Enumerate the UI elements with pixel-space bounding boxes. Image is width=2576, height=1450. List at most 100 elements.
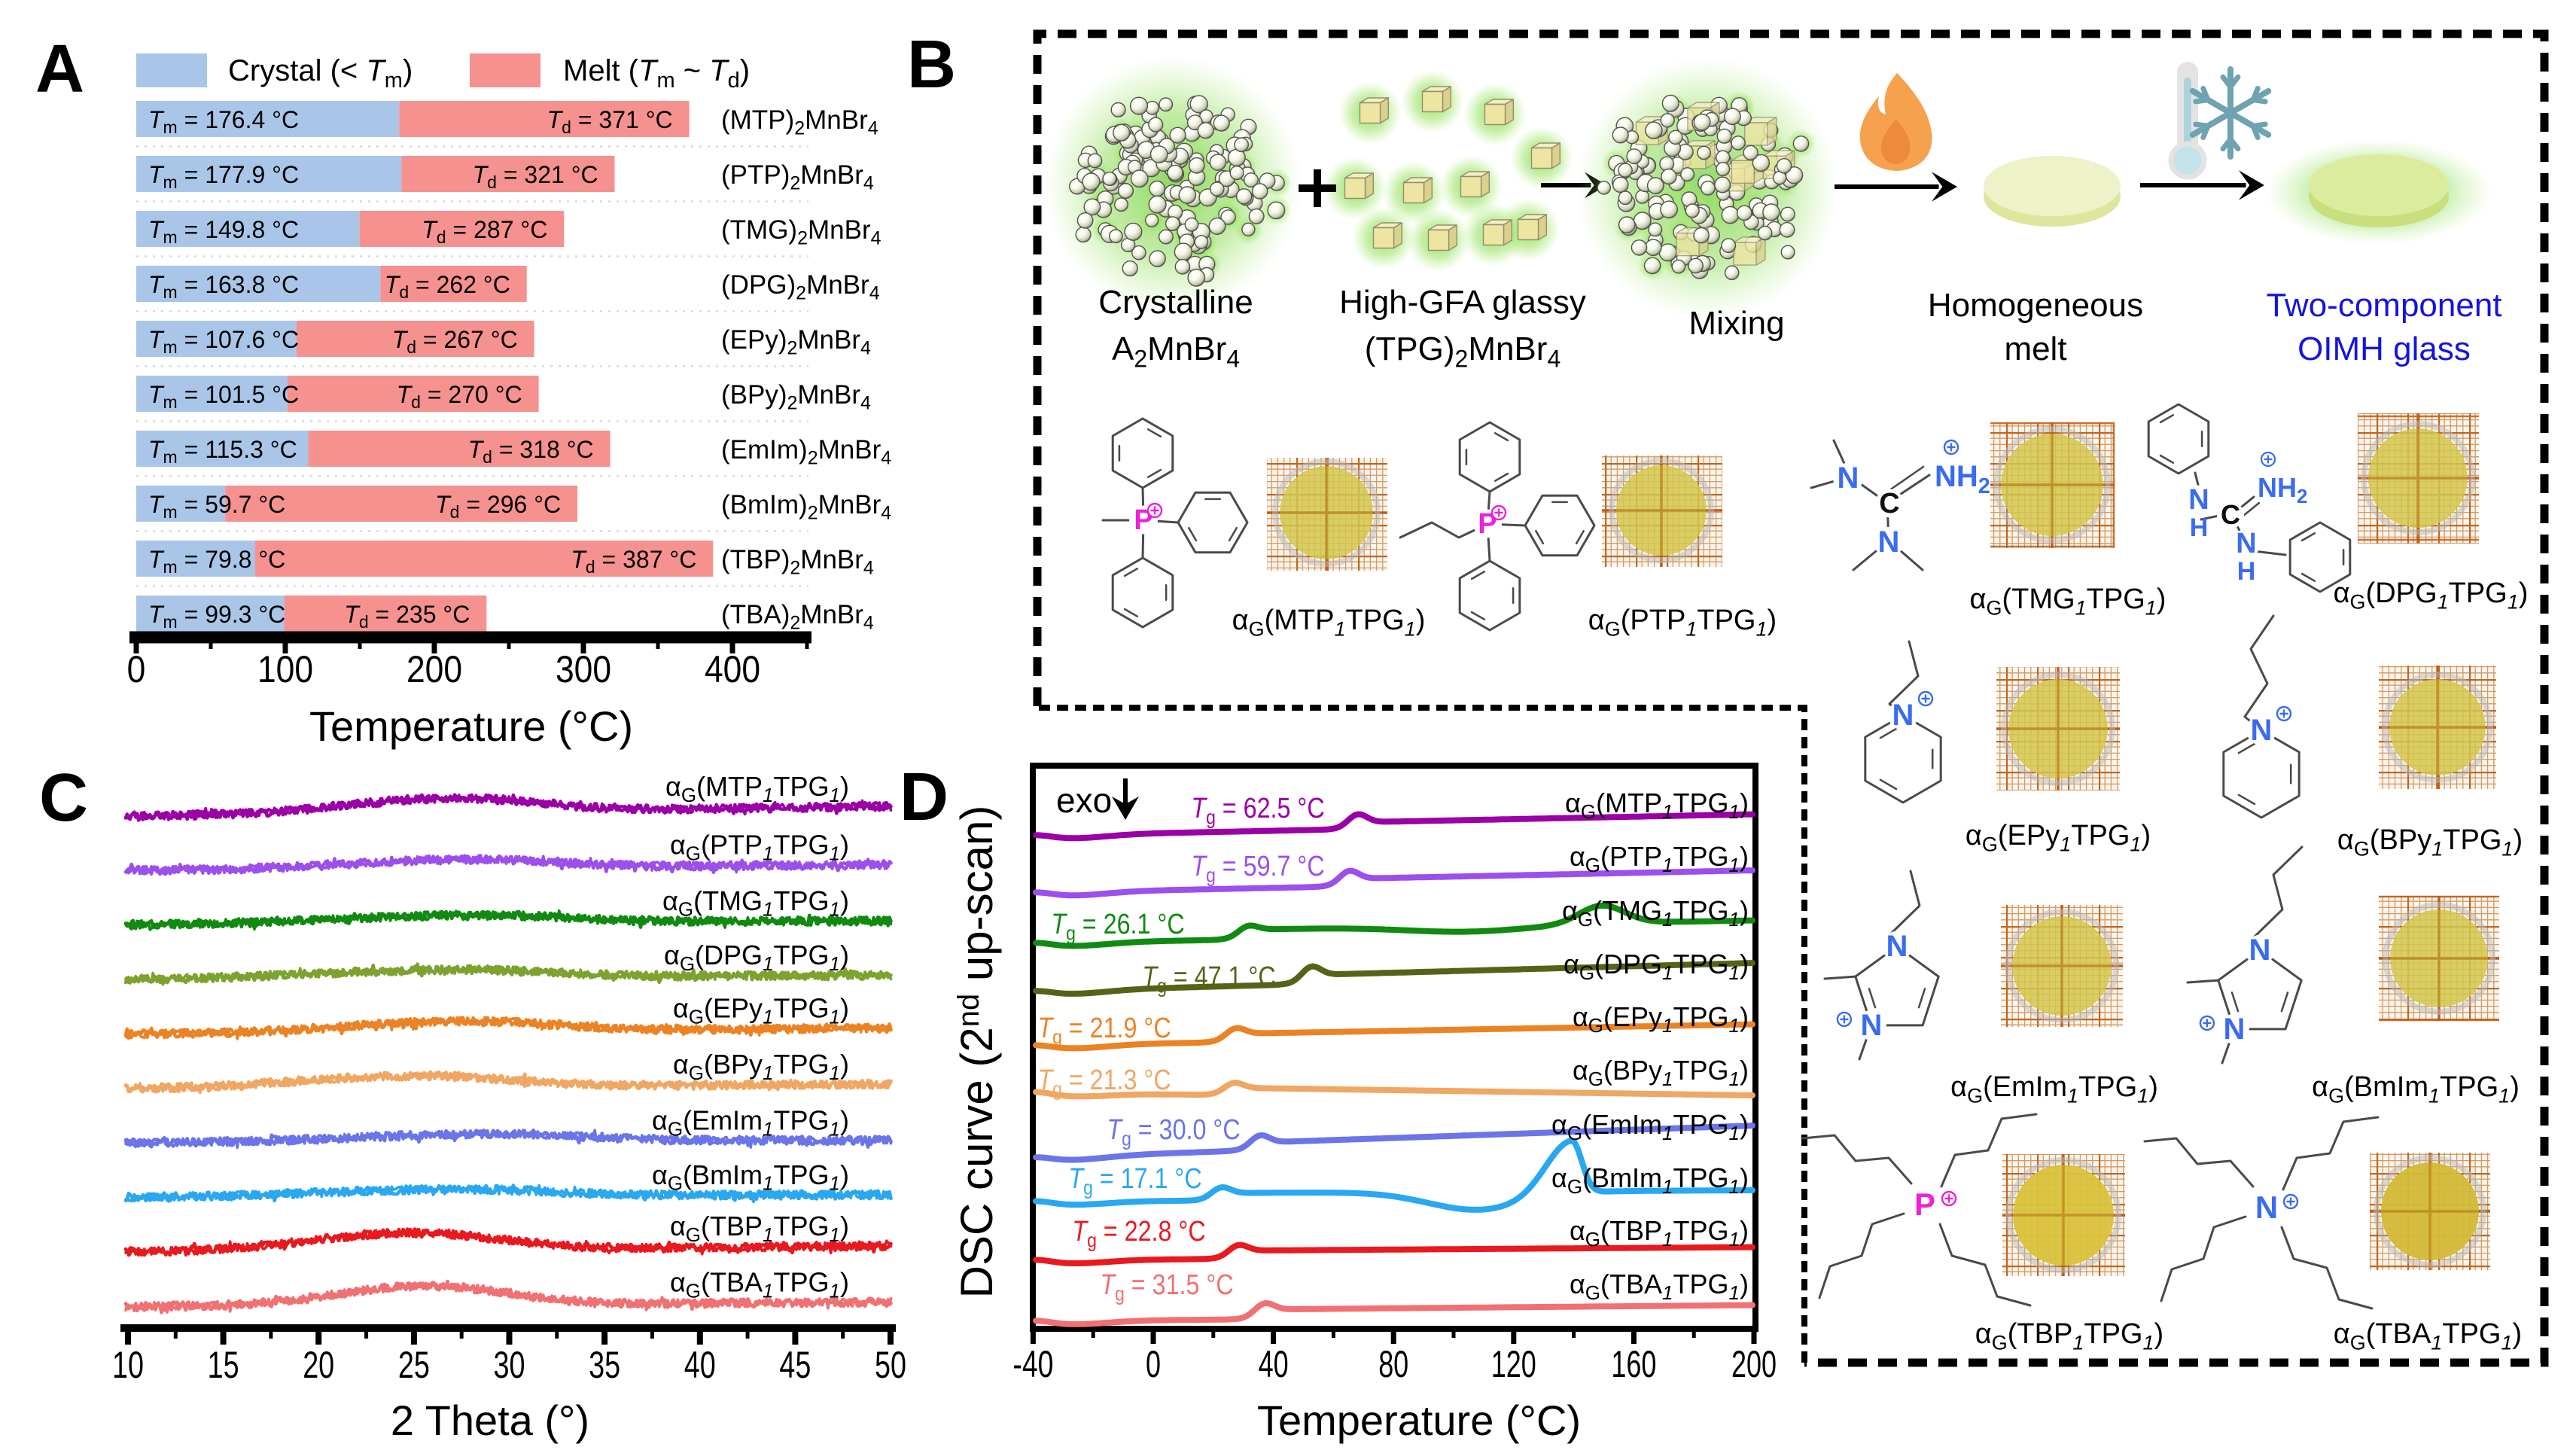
- svg-text:D: D: [900, 760, 948, 835]
- svg-text:N: N: [2249, 934, 2271, 967]
- svg-text:A2MnBr4: A2MnBr4: [1112, 331, 1240, 373]
- svg-text:N: N: [2236, 528, 2256, 559]
- svg-text:Tg = 62.5 °C: Tg = 62.5 °C: [1191, 793, 1324, 829]
- svg-text:100: 100: [257, 648, 313, 690]
- svg-text:Td = 270 °C: Td = 270 °C: [397, 381, 522, 412]
- svg-text:(PTP)2MnBr4: (PTP)2MnBr4: [721, 160, 874, 194]
- svg-text:Mixing: Mixing: [1688, 305, 1784, 342]
- svg-text:(DPG)2MnBr4: (DPG)2MnBr4: [721, 270, 880, 304]
- svg-text:Two-component: Two-component: [2266, 287, 2501, 324]
- svg-text:40: 40: [1259, 1343, 1289, 1385]
- svg-text:Tm = 59.7 °C: Tm = 59.7 °C: [148, 491, 285, 522]
- svg-text:H: H: [2190, 513, 2209, 542]
- svg-text:40: 40: [684, 1344, 716, 1386]
- svg-text:αG(EPy1TPG1): αG(EPy1TPG1): [1965, 820, 2151, 855]
- svg-text:(TBP)2MnBr4: (TBP)2MnBr4: [721, 545, 874, 579]
- svg-text:Tm = 79.8 °C: Tm = 79.8 °C: [148, 546, 285, 577]
- svg-text:Td = 321 °C: Td = 321 °C: [473, 161, 598, 192]
- svg-text:Td = 296 °C: Td = 296 °C: [435, 491, 561, 522]
- svg-text:Tm = 101.5 °C: Tm = 101.5 °C: [148, 381, 299, 412]
- svg-text:(EmIm)2MnBr4: (EmIm)2MnBr4: [721, 435, 891, 469]
- svg-text:Tm = 99.3 °C: Tm = 99.3 °C: [148, 601, 285, 632]
- svg-text:(MTP)2MnBr4: (MTP)2MnBr4: [721, 105, 878, 139]
- svg-text:Td = 287 °C: Td = 287 °C: [422, 216, 547, 247]
- svg-text:P: P: [1914, 1187, 1935, 1222]
- svg-text:αG(MTP1TPG1): αG(MTP1TPG1): [1565, 787, 1749, 823]
- svg-text:αG(TBA1TPG1): αG(TBA1TPG1): [2334, 1318, 2522, 1354]
- svg-text:C: C: [1879, 488, 1899, 519]
- svg-text:Temperature (°C): Temperature (°C): [1257, 1397, 1581, 1444]
- svg-text:Td = 235 °C: Td = 235 °C: [344, 601, 470, 632]
- svg-text:Tm = 115.3 °C: Tm = 115.3 °C: [148, 436, 297, 467]
- svg-text:50: 50: [875, 1344, 906, 1386]
- svg-text:Td = 387 °C: Td = 387 °C: [571, 546, 696, 577]
- svg-text:30: 30: [494, 1344, 525, 1386]
- svg-text:Tg = 26.1 °C: Tg = 26.1 °C: [1051, 909, 1184, 945]
- svg-text:(EPy)2MnBr4: (EPy)2MnBr4: [721, 325, 871, 359]
- svg-text:αG(TMG1TPG1): αG(TMG1TPG1): [662, 885, 849, 921]
- svg-text:(BPy)2MnBr4: (BPy)2MnBr4: [721, 380, 871, 414]
- svg-text:αG(PTP1TPG1): αG(PTP1TPG1): [1588, 605, 1777, 640]
- svg-text:35: 35: [589, 1344, 620, 1386]
- svg-text:300: 300: [556, 648, 611, 690]
- svg-text:C: C: [2221, 499, 2240, 530]
- svg-text:Tg = 47.1 °C: Tg = 47.1 °C: [1142, 961, 1275, 998]
- svg-text:25: 25: [398, 1344, 430, 1386]
- svg-text:αG(BPy1TPG1): αG(BPy1TPG1): [673, 1049, 849, 1084]
- svg-text:Tg = 17.1 °C: Tg = 17.1 °C: [1068, 1163, 1201, 1199]
- svg-text:NH2: NH2: [2258, 472, 2307, 507]
- svg-text:0: 0: [1146, 1343, 1161, 1385]
- svg-text:10: 10: [112, 1344, 144, 1386]
- svg-text:B: B: [907, 27, 956, 102]
- svg-text:N: N: [1878, 525, 1900, 559]
- svg-text:αG(BPy1TPG1): αG(BPy1TPG1): [2337, 824, 2523, 860]
- svg-text:Td = 371 °C: Td = 371 °C: [547, 106, 673, 137]
- svg-text:melt: melt: [2004, 331, 2066, 367]
- svg-text:αG(TBA1TPG1): αG(TBA1TPG1): [1570, 1269, 1749, 1304]
- svg-text:N: N: [2255, 1190, 2278, 1225]
- svg-text:αG(MTP1TPG1): αG(MTP1TPG1): [665, 771, 849, 806]
- svg-text:N: N: [1886, 930, 1908, 963]
- svg-text:(TPG)2MnBr4: (TPG)2MnBr4: [1365, 331, 1561, 373]
- svg-text:C: C: [39, 760, 88, 836]
- svg-text:αG(TBP1TPG1): αG(TBP1TPG1): [1570, 1215, 1749, 1250]
- svg-text:Tm = 177.9 °C: Tm = 177.9 °C: [148, 161, 299, 192]
- svg-text:Crystal (< Tm): Crystal (< Tm): [228, 54, 413, 93]
- svg-text:200: 200: [1731, 1343, 1777, 1385]
- svg-text:αG(EPy1TPG1): αG(EPy1TPG1): [673, 993, 849, 1028]
- svg-text:A: A: [35, 32, 84, 107]
- svg-text:(BmIm)2MnBr4: (BmIm)2MnBr4: [721, 490, 891, 524]
- svg-text:Td = 267 °C: Td = 267 °C: [392, 326, 518, 357]
- svg-text:Td = 318 °C: Td = 318 °C: [468, 436, 594, 467]
- svg-text:αG(TMG1TPG1): αG(TMG1TPG1): [1562, 895, 1749, 931]
- svg-text:20: 20: [303, 1344, 334, 1386]
- svg-text:αG(BmIm1TPG1): αG(BmIm1TPG1): [1551, 1162, 1749, 1198]
- svg-text:αG(DPG1TPG1): αG(DPG1TPG1): [2334, 577, 2529, 613]
- svg-text:200: 200: [406, 648, 462, 690]
- svg-text:Tg = 59.7 °C: Tg = 59.7 °C: [1191, 851, 1324, 887]
- svg-text:αG(MTP1TPG1): αG(MTP1TPG1): [1232, 605, 1426, 640]
- svg-text:αG(BPy1TPG1): αG(BPy1TPG1): [1573, 1055, 1749, 1090]
- svg-text:exo: exo: [1056, 781, 1112, 820]
- svg-text:αG(PTP1TPG1): αG(PTP1TPG1): [670, 829, 849, 864]
- svg-text:N: N: [1892, 699, 1914, 732]
- svg-text:45: 45: [779, 1344, 811, 1386]
- svg-text:OIMH glass: OIMH glass: [2297, 331, 2471, 367]
- svg-text:Tm = 176.4 °C: Tm = 176.4 °C: [148, 106, 299, 137]
- svg-text:Melt (Tm ~ Td): Melt (Tm ~ Td): [563, 54, 750, 93]
- svg-text:N: N: [1860, 1009, 1882, 1042]
- svg-text:Tm = 107.6 °C: Tm = 107.6 °C: [148, 326, 299, 357]
- svg-text:0: 0: [127, 648, 146, 690]
- svg-text:NH2: NH2: [1935, 460, 1990, 498]
- svg-text:Td = 262 °C: Td = 262 °C: [385, 271, 510, 302]
- svg-text:160: 160: [1611, 1343, 1656, 1385]
- svg-text:Tm = 149.8 °C: Tm = 149.8 °C: [148, 216, 299, 247]
- svg-text:2 Theta (°): 2 Theta (°): [391, 1397, 589, 1444]
- svg-text:120: 120: [1491, 1343, 1536, 1385]
- svg-text:N: N: [1838, 462, 1859, 495]
- svg-text:αG(TBP1TPG1): αG(TBP1TPG1): [1975, 1318, 2163, 1354]
- svg-text:αG(BmIm1TPG1): αG(BmIm1TPG1): [652, 1159, 849, 1195]
- svg-text:(TMG)2MnBr4: (TMG)2MnBr4: [721, 215, 882, 249]
- svg-text:Homogeneous: Homogeneous: [1928, 287, 2143, 324]
- svg-text:Tg = 21.9 °C: Tg = 21.9 °C: [1037, 1013, 1171, 1049]
